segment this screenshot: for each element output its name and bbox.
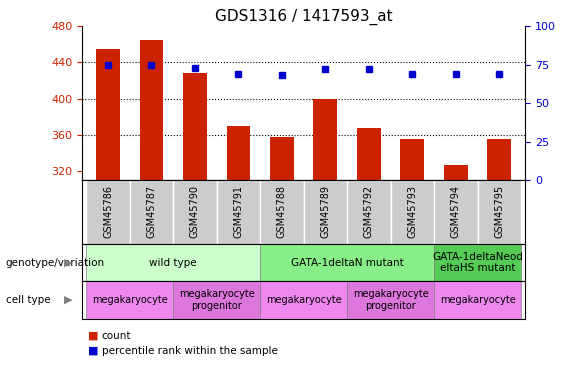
Text: wild type: wild type — [149, 258, 197, 267]
Text: GSM45786: GSM45786 — [103, 185, 113, 238]
Text: ▶: ▶ — [63, 258, 72, 267]
Text: ▶: ▶ — [63, 295, 72, 305]
Bar — [434, 281, 521, 319]
Bar — [347, 281, 434, 319]
Text: ■: ■ — [88, 331, 98, 340]
Text: megakaryocyte
progenitor: megakaryocyte progenitor — [353, 289, 428, 311]
Text: GSM45788: GSM45788 — [277, 185, 287, 238]
Bar — [86, 244, 260, 281]
Text: GSM45790: GSM45790 — [190, 185, 200, 238]
Bar — [357, 128, 381, 180]
Text: GSM45795: GSM45795 — [494, 185, 505, 238]
Bar — [304, 180, 347, 244]
Text: megakaryocyte: megakaryocyte — [92, 295, 168, 305]
Text: count: count — [102, 331, 131, 340]
Text: GSM45794: GSM45794 — [451, 185, 461, 238]
Text: megakaryocyte: megakaryocyte — [266, 295, 342, 305]
Bar — [434, 180, 477, 244]
Bar — [227, 126, 250, 180]
Bar — [347, 180, 390, 244]
Bar — [314, 99, 337, 180]
Title: GDS1316 / 1417593_at: GDS1316 / 1417593_at — [215, 9, 393, 25]
Text: GSM45792: GSM45792 — [364, 185, 374, 238]
Bar — [270, 136, 294, 180]
Text: GSM45791: GSM45791 — [233, 185, 244, 238]
Bar — [140, 40, 163, 180]
Text: GSM45793: GSM45793 — [407, 185, 418, 238]
Bar — [173, 180, 217, 244]
Bar — [96, 49, 120, 180]
Bar — [173, 281, 260, 319]
Bar — [488, 139, 511, 180]
Bar — [444, 165, 468, 180]
Bar — [217, 180, 260, 244]
Bar — [390, 180, 434, 244]
Text: GATA-1deltaN mutant: GATA-1deltaN mutant — [291, 258, 403, 267]
Bar — [260, 281, 347, 319]
Text: genotype/variation: genotype/variation — [6, 258, 105, 267]
Text: GSM45789: GSM45789 — [320, 185, 331, 238]
Text: cell type: cell type — [6, 295, 50, 305]
Bar — [86, 180, 130, 244]
Text: GSM45787: GSM45787 — [146, 185, 157, 238]
Bar — [401, 139, 424, 180]
Text: percentile rank within the sample: percentile rank within the sample — [102, 346, 277, 355]
Bar — [260, 180, 304, 244]
Bar — [434, 244, 521, 281]
Bar — [260, 244, 434, 281]
Bar — [130, 180, 173, 244]
Text: megakaryocyte: megakaryocyte — [440, 295, 515, 305]
Text: ■: ■ — [88, 346, 98, 355]
Text: megakaryocyte
progenitor: megakaryocyte progenitor — [179, 289, 255, 311]
Bar — [477, 180, 521, 244]
Bar — [86, 281, 173, 319]
Bar — [183, 73, 207, 180]
Text: GATA-1deltaNeod
eltaHS mutant: GATA-1deltaNeod eltaHS mutant — [432, 252, 523, 273]
